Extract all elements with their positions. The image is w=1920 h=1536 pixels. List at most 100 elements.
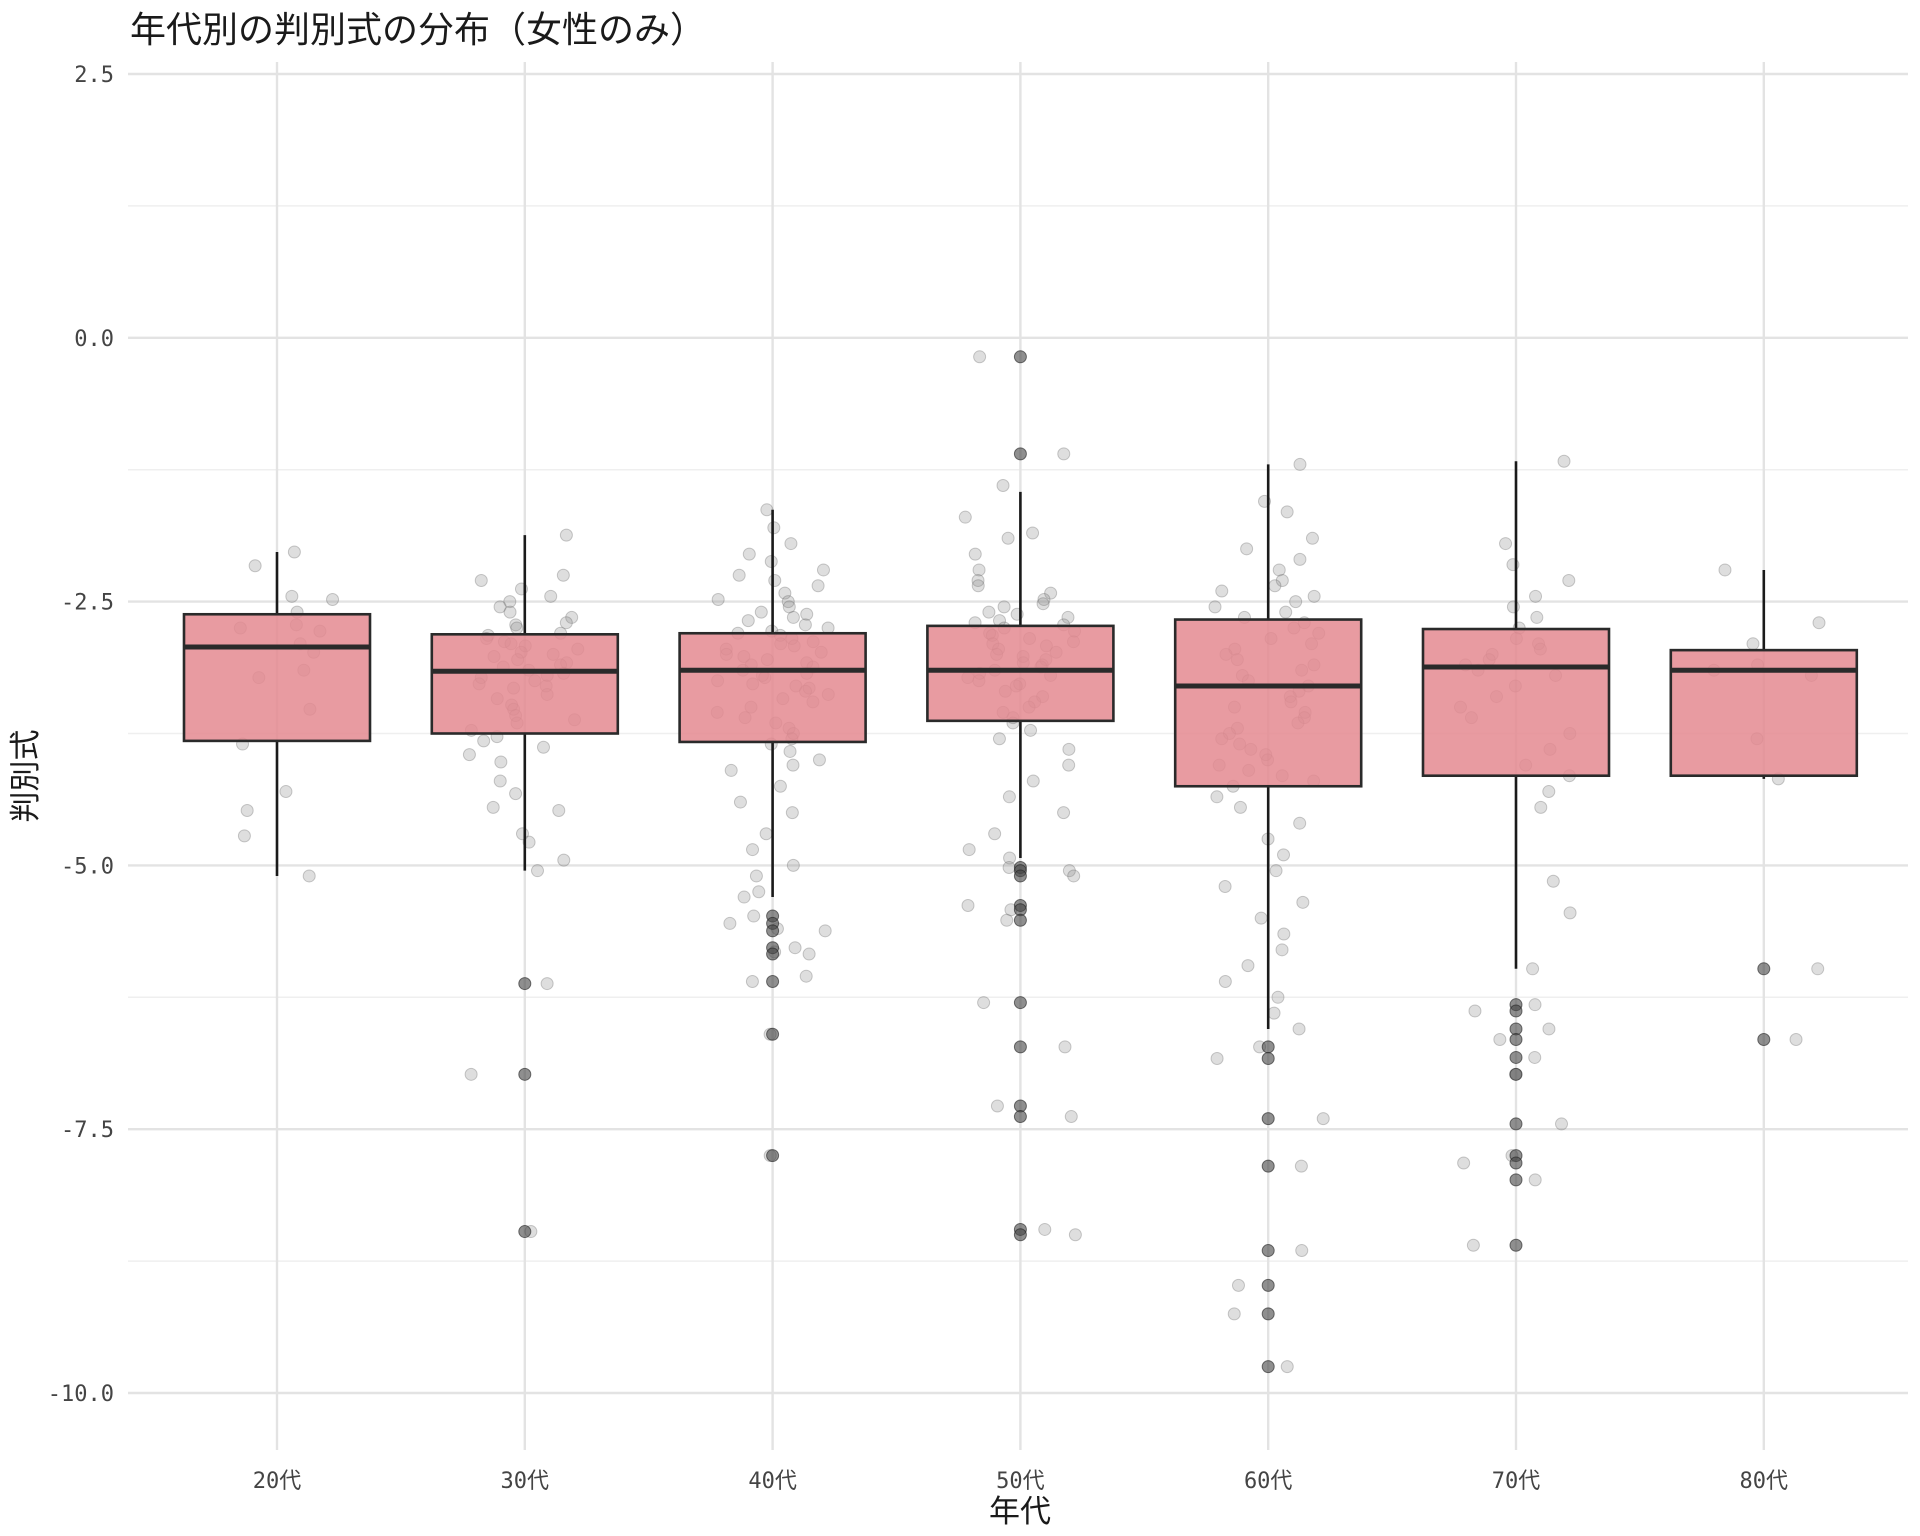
jitter-point xyxy=(786,758,800,772)
jitter-point xyxy=(1542,785,1556,799)
jitter-point xyxy=(768,573,782,587)
jitter-point xyxy=(1272,563,1286,577)
jitter-point xyxy=(1057,806,1071,820)
outlier-point xyxy=(766,947,780,961)
outlier-point xyxy=(518,977,532,991)
boxplots xyxy=(182,461,1859,1029)
jitter-point xyxy=(1241,959,1255,973)
jitter-point xyxy=(962,843,976,857)
jitter-point xyxy=(326,592,340,606)
jitter-point xyxy=(783,744,797,758)
jitter-point xyxy=(811,579,825,593)
jitter-point xyxy=(1277,927,1291,941)
jitter-point xyxy=(741,614,755,628)
outlier-point xyxy=(1757,1033,1771,1047)
x-axis-title: 年代 xyxy=(989,1494,1051,1530)
jitter-point xyxy=(1062,758,1076,772)
outlier-point xyxy=(1013,1040,1027,1054)
jitter-point xyxy=(1024,723,1038,737)
jitter-point xyxy=(493,774,507,788)
x-tick-label: 40代 xyxy=(748,1469,797,1494)
outlier-point xyxy=(766,974,780,988)
jitter-point xyxy=(754,605,768,619)
y-tick-label: -5.0 xyxy=(61,854,114,879)
outlier-point xyxy=(1261,1159,1275,1173)
jitter-point xyxy=(1789,1033,1803,1047)
jitter-point xyxy=(1293,457,1307,471)
jitter-point xyxy=(737,890,751,904)
jitter-point xyxy=(785,806,799,820)
jitter-point xyxy=(1036,597,1050,611)
x-tick-label: 30代 xyxy=(501,1469,550,1494)
jitter-point xyxy=(240,804,254,818)
jitter-point xyxy=(1275,943,1289,957)
jitter-point xyxy=(1227,1307,1241,1321)
jitter-point xyxy=(752,885,766,899)
jitter-point xyxy=(972,563,986,577)
jitter-point xyxy=(493,600,507,614)
jitter-point xyxy=(1292,1022,1306,1036)
outlier-point xyxy=(518,1225,532,1239)
jitter-point xyxy=(530,864,544,878)
outlier-point xyxy=(1261,1052,1275,1066)
jitter-point xyxy=(1562,573,1576,587)
x-tick-label: 80代 xyxy=(1740,1469,1789,1494)
jitter-point xyxy=(1233,800,1247,814)
jitter-point xyxy=(1528,1050,1542,1064)
jitter-point xyxy=(1295,1244,1309,1258)
jitter-point xyxy=(565,610,579,624)
jitter-point xyxy=(1068,1228,1082,1242)
jitter-point xyxy=(1275,573,1289,587)
jitter-point xyxy=(477,734,491,748)
jitter-point xyxy=(486,800,500,814)
jitter-point xyxy=(1002,861,1016,875)
jitter-point xyxy=(1210,1052,1224,1066)
jitter-point xyxy=(464,1067,478,1081)
outlier-point xyxy=(766,1149,780,1163)
y-tick-labels: 2.5 0.0 -2.5 -5.0 -7.5 -10.0 xyxy=(48,63,114,1407)
jitter-point xyxy=(540,977,554,991)
jitter-point xyxy=(1037,592,1051,606)
jitter-point xyxy=(1746,637,1760,651)
outlier-point xyxy=(1261,1040,1275,1054)
jitter-point xyxy=(552,804,566,818)
jitter-point xyxy=(1307,589,1321,603)
jitter-point xyxy=(723,916,737,930)
jitter-point xyxy=(1493,1033,1507,1047)
jitter-point xyxy=(973,350,987,364)
outlier-point xyxy=(1509,1033,1523,1047)
jitter-point xyxy=(781,595,795,609)
jitter-point xyxy=(788,941,802,955)
jitter-point xyxy=(1271,990,1285,1004)
jitter-point xyxy=(1542,1022,1556,1036)
jitter-point xyxy=(1057,447,1071,461)
jitter-point xyxy=(812,753,826,767)
jitter-point xyxy=(961,898,975,912)
jitter-point xyxy=(816,563,830,577)
outlier-point xyxy=(766,924,780,938)
jitter-point xyxy=(782,600,796,614)
jitter-point xyxy=(1812,616,1826,630)
jitter-point xyxy=(786,858,800,872)
jitter-point xyxy=(711,592,725,606)
jitter-point xyxy=(1001,531,1015,545)
jitter-point xyxy=(1457,1156,1471,1170)
jitter-point xyxy=(559,616,573,630)
outlier-point xyxy=(1013,996,1027,1010)
jitter-point xyxy=(1254,911,1268,925)
jitter-point xyxy=(958,510,972,524)
jitter-point xyxy=(759,827,773,841)
y-axis-title: 判別式 xyxy=(8,730,44,823)
box-iqr xyxy=(182,612,372,743)
jitter-point xyxy=(802,947,816,961)
jitter-point xyxy=(1811,962,1825,976)
jitter-point xyxy=(990,1099,1004,1113)
outlier-point xyxy=(1509,1050,1523,1064)
y-tick-label: -10.0 xyxy=(48,1382,114,1407)
jitter-point xyxy=(1038,1222,1052,1236)
x-tick-label: 70代 xyxy=(1492,1469,1541,1494)
outlier-point xyxy=(1013,447,1027,461)
jitter-point xyxy=(287,545,301,559)
jitter-point xyxy=(1563,906,1577,920)
y-tick-label: -2.5 xyxy=(61,591,114,616)
